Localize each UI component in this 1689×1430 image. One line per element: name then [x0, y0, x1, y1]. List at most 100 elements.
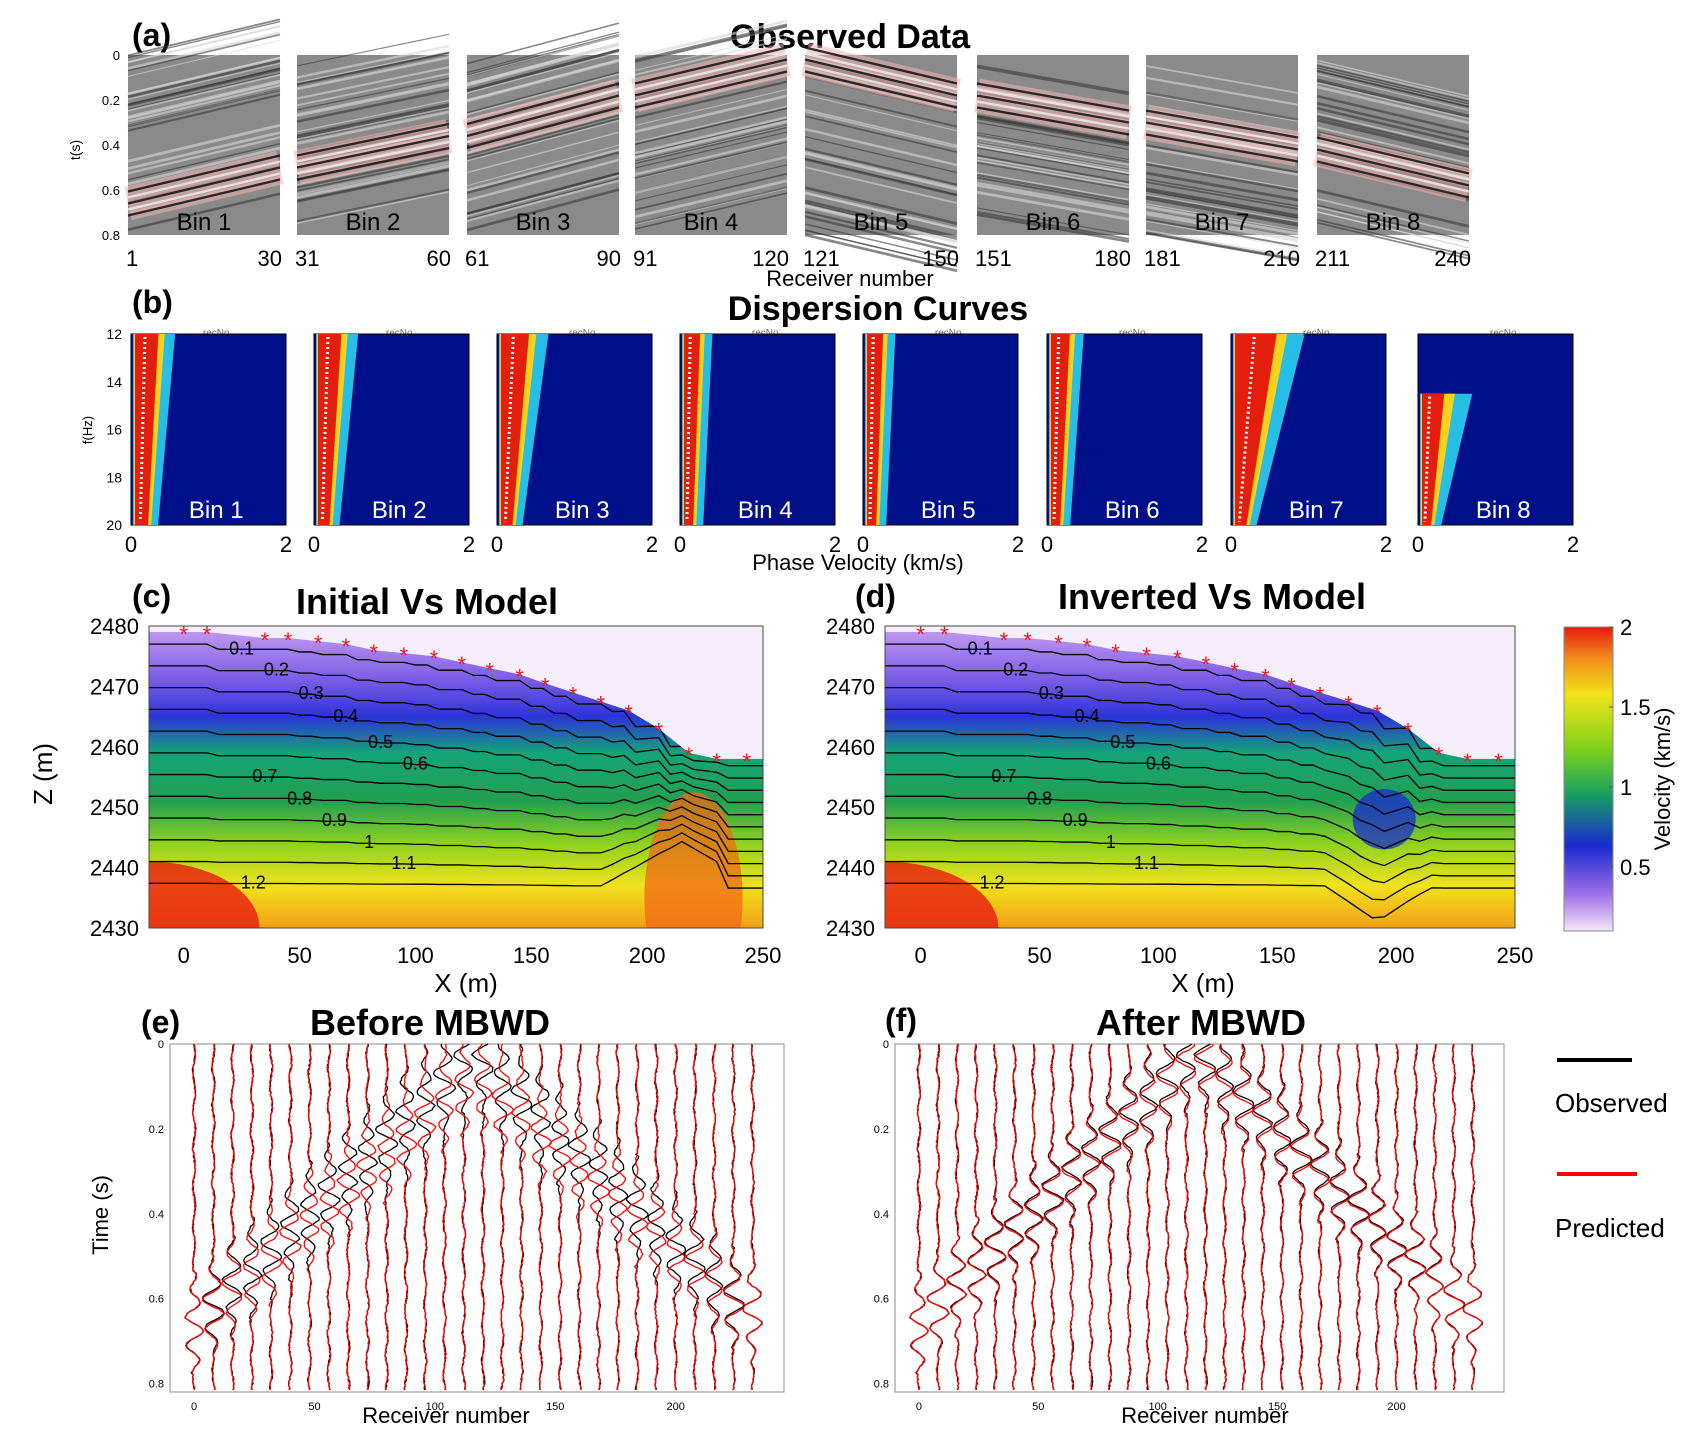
predicted-trace	[1139, 1043, 1158, 1391]
colorbar-tick-label: 0.5	[1620, 855, 1651, 880]
b-xtick-0: 0	[491, 532, 503, 557]
predicted-trace	[1368, 1043, 1387, 1390]
predicted-trace	[705, 1043, 723, 1391]
panel-f-xlabel: Receiver number	[1121, 1403, 1289, 1428]
a-noise-stripe	[804, 89, 958, 128]
model-receiver-marker: *	[1202, 652, 1211, 677]
colorbar-tick-label: 1.5	[1620, 695, 1651, 720]
b-ytick-label: 12	[106, 326, 122, 342]
a-bin-last-receiver: 240	[1434, 246, 1471, 271]
a-noise-stripe	[1316, 59, 1470, 97]
model-xtick-label: 50	[1027, 943, 1051, 968]
a-noise-stripe	[1145, 161, 1299, 191]
a-noise-stripe	[976, 132, 1130, 161]
a-noise-stripe	[1145, 194, 1299, 223]
panel-d-plot: 0.1 0.2 0.3 0.4 0.5 0.6 0.7 0.8 0.9 1 1.1 1.2 * * * * * *…	[826, 614, 1533, 968]
a-noise-stripe	[296, 82, 450, 116]
a-noise-stripe	[634, 155, 788, 194]
a-noise-stripe	[296, 110, 450, 145]
panel-a-label: (a)	[132, 17, 171, 53]
model-receiver-marker: *	[1435, 743, 1444, 768]
traces-xtick-label: 150	[1268, 1401, 1286, 1413]
a-arrival-stripe	[1145, 133, 1299, 163]
traces-ytick-label: 0	[883, 1039, 889, 1051]
a-noise-stripe	[1316, 206, 1470, 244]
model-receiver-marker: *	[261, 628, 270, 653]
a-arrival-stripe	[976, 94, 1130, 124]
traces-xtick-label: 100	[426, 1401, 444, 1413]
a-noise-stripe	[634, 33, 788, 71]
traces-ytick-label: 0.4	[149, 1209, 164, 1221]
a-bin: Bin 8 211 240	[1313, 55, 1473, 271]
a-noise-stripe	[127, 68, 281, 107]
panel-d-label: (d)	[855, 578, 896, 614]
predicted-trace	[548, 1043, 572, 1390]
model-contour-label: 1.1	[1134, 853, 1159, 873]
a-noise-stripe	[976, 156, 1130, 186]
panel-a-xlabel: Receiver number	[766, 266, 934, 291]
a-noise-stripe	[634, 19, 788, 59]
a-noise-stripe	[976, 154, 1130, 184]
a-noise-stripe	[466, 59, 620, 103]
a-noise-stripe	[976, 133, 1130, 163]
predicted-trace	[1099, 1043, 1122, 1390]
model-receiver-marker: *	[430, 646, 439, 671]
a-noise-stripe	[976, 145, 1130, 175]
a-noise-stripe	[804, 223, 958, 261]
model-contour-line	[885, 708, 1515, 791]
model-contour-line	[149, 832, 763, 877]
traces-ytick-label: 0.8	[874, 1379, 889, 1391]
a-arrival-stripe	[1316, 160, 1470, 199]
a-arrival-stripe	[466, 94, 620, 138]
model-receiver-marker: *	[515, 664, 524, 689]
a-noise-stripe	[634, 143, 788, 181]
b-small-tag: recNo	[752, 328, 779, 339]
a-noise-stripe	[1145, 198, 1299, 227]
a-noise-stripe	[976, 116, 1130, 147]
model-high-velocity-zone	[885, 861, 999, 928]
model-receiver-marker: *	[597, 692, 606, 717]
a-arrival-stripe	[976, 100, 1130, 130]
legend-predicted-label: Predicted	[1555, 1213, 1665, 1243]
a-noise-stripe	[466, 117, 620, 161]
predicted-trace	[608, 1043, 628, 1391]
a-bin: Bin 5 121 150	[801, 42, 961, 273]
legend-observed-label: Observed	[1555, 1088, 1668, 1118]
b-picked-curve	[868, 336, 875, 523]
a-arrival-stripe	[127, 178, 281, 217]
panel-e-xlabel: Receiver number	[362, 1403, 530, 1428]
panel-e: (e) Before MBWD Time (s) 0 50 100 150 200 0 0.…	[88, 1002, 785, 1428]
b-bin: Bin 4 0 2 recNo	[674, 328, 841, 557]
model-receiver-marker: *	[569, 682, 578, 707]
predicted-trace	[511, 1043, 531, 1391]
b-xtick-0: 0	[125, 532, 137, 557]
predicted-trace	[1443, 1043, 1466, 1390]
b-ytick-label: 14	[106, 374, 122, 390]
a-noise-stripe	[1145, 212, 1299, 243]
predicted-trace	[1193, 1043, 1217, 1390]
a-arrival-stripe	[296, 146, 450, 181]
a-noise-stripe	[634, 105, 788, 143]
predicted-trace	[1003, 1043, 1025, 1391]
a-noise-stripe	[804, 166, 958, 205]
a-noise-stripe	[634, 192, 788, 230]
a-noise-stripe	[1316, 69, 1470, 108]
model-contour-label: 0.2	[264, 660, 289, 680]
a-arrival-stripe	[296, 122, 450, 157]
traces-ytick-label: 0.8	[149, 1379, 164, 1391]
a-noise-stripe	[1316, 197, 1470, 236]
a-noise-stripe	[976, 121, 1130, 151]
a-noise-stripe	[296, 44, 450, 79]
predicted-trace	[569, 1043, 589, 1391]
predicted-trace	[1329, 1043, 1350, 1391]
predicted-trace	[742, 1043, 763, 1390]
a-noise-stripe	[976, 141, 1130, 170]
predicted-trace	[278, 1043, 302, 1391]
panel-a: (a) Observed Data t(s) 00.20.40.60.8 Bin…	[67, 17, 1473, 291]
b-bin-label: Bin 7	[1289, 497, 1344, 524]
model-high-velocity-zone	[149, 861, 260, 928]
b-ytick-label: 20	[106, 517, 122, 533]
model-receiver-marker: *	[179, 622, 188, 647]
a-arrival-stripe	[1316, 154, 1470, 193]
